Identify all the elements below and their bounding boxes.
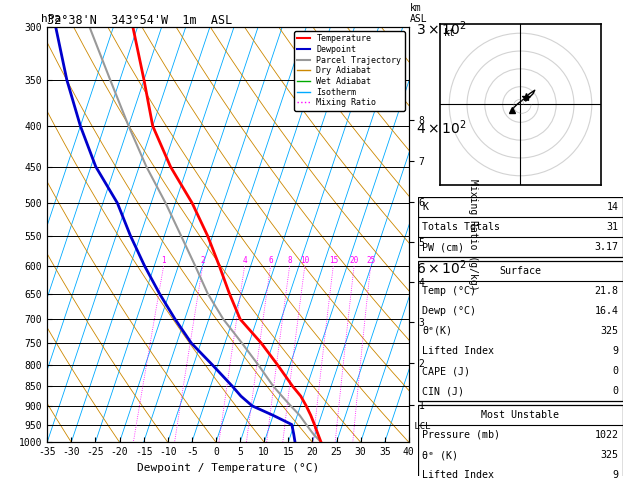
Text: 6: 6 xyxy=(269,256,273,265)
Text: 4: 4 xyxy=(242,256,247,265)
Text: θᵉ (K): θᵉ (K) xyxy=(423,450,459,460)
Text: CIN (J): CIN (J) xyxy=(423,386,464,396)
Text: 25: 25 xyxy=(366,256,376,265)
X-axis label: Dewpoint / Temperature (°C): Dewpoint / Temperature (°C) xyxy=(137,463,319,473)
Text: 0: 0 xyxy=(613,386,619,396)
Bar xyxy=(418,197,623,257)
Text: 325: 325 xyxy=(601,450,619,460)
Text: hPa: hPa xyxy=(41,14,61,24)
Text: 0: 0 xyxy=(613,366,619,376)
Text: 325: 325 xyxy=(601,326,619,336)
Text: 1: 1 xyxy=(162,256,166,265)
Text: 31: 31 xyxy=(606,222,619,232)
Text: 14: 14 xyxy=(606,202,619,212)
Text: kt: kt xyxy=(443,28,455,37)
Text: 21.8: 21.8 xyxy=(594,286,619,295)
Text: 20: 20 xyxy=(350,256,359,265)
Text: km
ASL: km ASL xyxy=(409,3,427,24)
Text: 15: 15 xyxy=(329,256,338,265)
Bar xyxy=(418,405,623,486)
Text: 3.17: 3.17 xyxy=(594,242,619,252)
Y-axis label: Mixing Ratio (g/kg): Mixing Ratio (g/kg) xyxy=(469,179,478,290)
Text: 8: 8 xyxy=(287,256,292,265)
Text: 16.4: 16.4 xyxy=(594,306,619,316)
Bar xyxy=(418,260,623,401)
Text: θᵉ(K): θᵉ(K) xyxy=(423,326,452,336)
Legend: Temperature, Dewpoint, Parcel Trajectory, Dry Adiabat, Wet Adiabat, Isotherm, Mi: Temperature, Dewpoint, Parcel Trajectory… xyxy=(294,31,404,110)
Text: Lifted Index: Lifted Index xyxy=(423,470,494,480)
Text: CAPE (J): CAPE (J) xyxy=(423,366,470,376)
Text: PW (cm): PW (cm) xyxy=(423,242,464,252)
Text: Pressure (mb): Pressure (mb) xyxy=(423,430,501,440)
Text: 9: 9 xyxy=(613,346,619,356)
Text: Temp (°C): Temp (°C) xyxy=(423,286,476,295)
Text: LCL: LCL xyxy=(409,422,430,431)
Text: K: K xyxy=(423,202,428,212)
Text: 9: 9 xyxy=(613,470,619,480)
Text: Lifted Index: Lifted Index xyxy=(423,346,494,356)
Text: Totals Totals: Totals Totals xyxy=(423,222,501,232)
Text: Dewp (°C): Dewp (°C) xyxy=(423,306,476,316)
Text: 32°38'N  343°54'W  1m  ASL: 32°38'N 343°54'W 1m ASL xyxy=(47,14,233,27)
Text: 2: 2 xyxy=(201,256,205,265)
Text: Most Unstable: Most Unstable xyxy=(481,410,560,420)
Text: 10: 10 xyxy=(300,256,309,265)
Text: 1022: 1022 xyxy=(594,430,619,440)
Text: Surface: Surface xyxy=(499,266,542,276)
